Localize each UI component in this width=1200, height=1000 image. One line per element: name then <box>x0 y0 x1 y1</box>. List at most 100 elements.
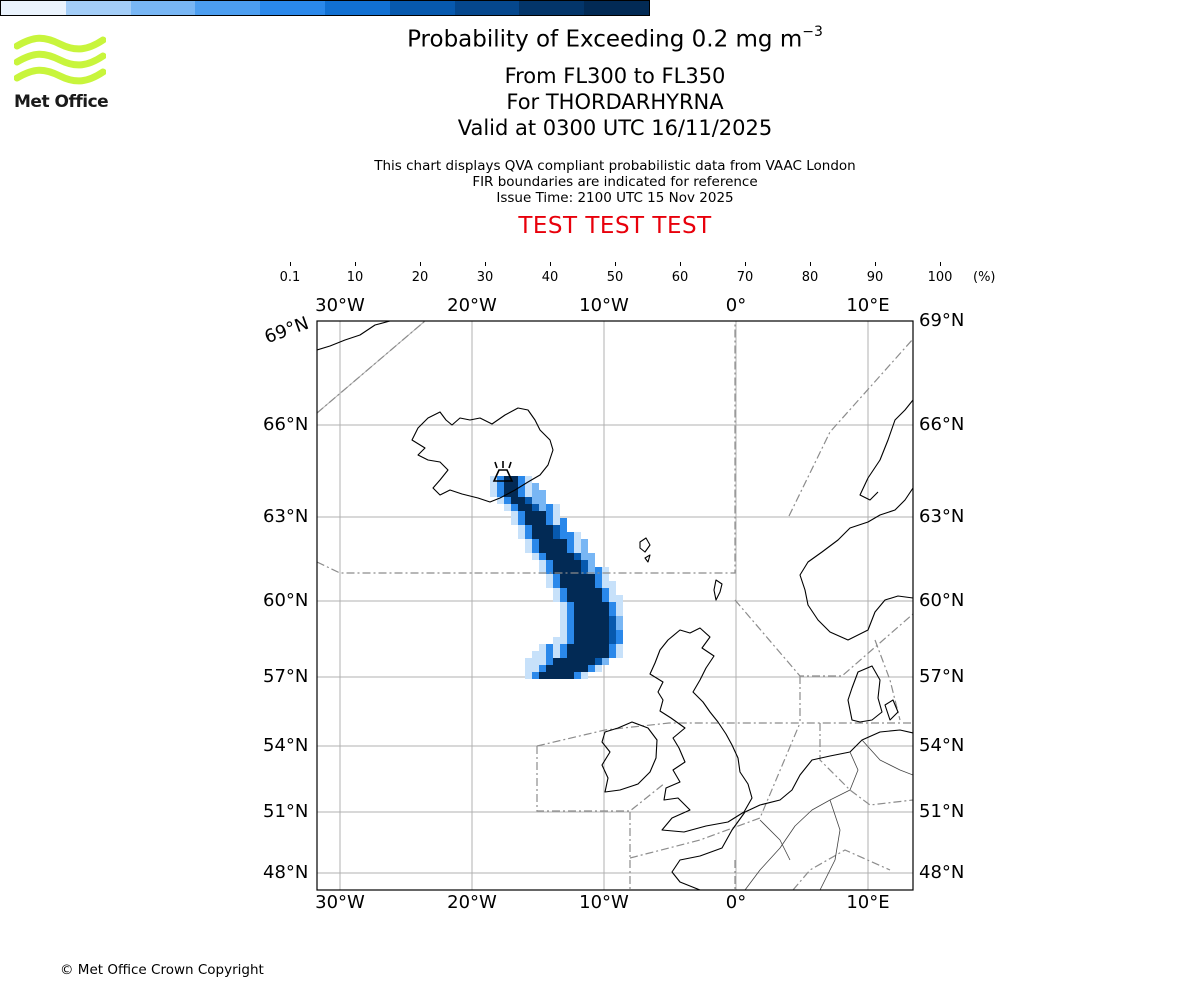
colorbar-segment <box>454 1 520 15</box>
ash-probability-cell <box>560 644 567 651</box>
ash-probability-cell <box>546 658 553 665</box>
ash-probability-cell <box>546 665 553 672</box>
colorbar-tick-label: 40 <box>541 270 559 285</box>
ash-probability-cell <box>574 623 581 630</box>
ash-probability-cell <box>553 595 560 602</box>
ash-probability-cell <box>525 476 532 483</box>
colorbar-tick-mark <box>420 262 421 266</box>
colorbar-tick-label: 100 <box>927 270 953 285</box>
ash-probability-cell <box>574 595 581 602</box>
ash-probability-cell <box>518 532 525 539</box>
ash-probability-cell <box>560 546 567 553</box>
ash-probability-cell <box>567 567 574 574</box>
ash-probability-cell <box>539 539 546 546</box>
ash-probability-cell <box>532 518 539 525</box>
ash-probability-cell <box>616 630 623 637</box>
ash-probability-cell <box>539 490 546 497</box>
ash-probability-cell <box>588 616 595 623</box>
logo-wave <box>14 50 106 69</box>
ash-probability-cell <box>560 651 567 658</box>
ash-probability-cell <box>616 637 623 644</box>
ash-probability-cell <box>546 574 553 581</box>
ash-probability-cell <box>616 616 623 623</box>
colorbar-tick-label: 10 <box>346 270 364 285</box>
ash-probability-cell <box>532 490 539 497</box>
ash-probability-cell <box>609 616 616 623</box>
ash-probability-cell <box>539 651 546 658</box>
ash-probability-cell <box>553 644 560 651</box>
ash-probability-cell <box>553 539 560 546</box>
ash-probability-cell <box>602 567 609 574</box>
latitude-label-right: 69°N <box>919 310 965 331</box>
ash-probability-cell <box>525 518 532 525</box>
ash-probability-cell <box>546 644 553 651</box>
latitude-label-right: 51°N <box>919 801 965 822</box>
ash-probability-cell <box>609 623 616 630</box>
ash-probability-cell <box>567 623 574 630</box>
ash-probability-cell <box>518 525 525 532</box>
ash-probability-cell <box>532 532 539 539</box>
colorbar-tick-mark <box>550 262 551 266</box>
colorbar-segment <box>1 1 66 15</box>
longitude-label: 10°E <box>846 892 890 913</box>
ash-probability-cell <box>553 525 560 532</box>
ash-probability-cell <box>553 504 560 511</box>
ash-probability-cell <box>588 574 595 581</box>
colorbar-segment <box>65 1 131 15</box>
ash-probability-cell <box>609 595 616 602</box>
ash-probability-cell <box>525 672 532 679</box>
ash-probability-cell <box>567 560 574 567</box>
test-banner: TEST TEST TEST <box>518 213 712 239</box>
ash-probability-cell <box>518 497 525 504</box>
colorbar-tick-mark <box>290 262 291 266</box>
ash-probability-cell <box>560 518 567 525</box>
ash-probability-cell <box>560 672 567 679</box>
ash-probability-cell <box>588 644 595 651</box>
ash-probability-cell <box>504 497 511 504</box>
ash-probability-cell <box>595 588 602 595</box>
latitude-label-left: 66°N <box>263 414 309 435</box>
latitude-label-right: 54°N <box>919 735 965 756</box>
ash-probability-cell <box>574 630 581 637</box>
ash-probability-cell <box>539 504 546 511</box>
ash-probability-cell <box>525 497 532 504</box>
ash-probability-cell <box>595 637 602 644</box>
ash-probability-cell <box>553 574 560 581</box>
ash-probability-cell <box>511 476 518 483</box>
ash-probability-cell <box>574 588 581 595</box>
ash-probability-cell <box>616 623 623 630</box>
met-office-logo-text: Met Office <box>14 92 109 112</box>
ash-probability-cell <box>588 567 595 574</box>
ash-probability-cell <box>525 539 532 546</box>
ash-probability-cell <box>511 490 518 497</box>
valid-time: Valid at 0300 UTC 16/11/2025 <box>457 116 773 140</box>
colorbar-segment <box>584 1 649 15</box>
ash-probability-cell <box>567 637 574 644</box>
longitude-label: 0° <box>725 892 747 913</box>
colorbar-segment <box>195 1 261 15</box>
ash-probability-cell <box>616 644 623 651</box>
colorbar-segment <box>324 1 390 15</box>
probability-colorbar <box>0 0 650 16</box>
ash-probability-cell <box>616 595 623 602</box>
ash-probability-cell <box>567 672 574 679</box>
longitude-label: 10°W <box>579 892 629 913</box>
ash-probability-cell <box>532 497 539 504</box>
ash-probability-cell <box>602 588 609 595</box>
ash-probability-cell <box>546 581 553 588</box>
ash-probability-cell <box>560 623 567 630</box>
ash-probability-cell <box>567 581 574 588</box>
longitude-label: 20°W <box>447 892 497 913</box>
ash-probability-cell <box>581 574 588 581</box>
ash-probability-cell <box>532 665 539 672</box>
ash-probability-cell <box>581 665 588 672</box>
colorbar-tick-mark <box>615 262 616 266</box>
ash-probability-cell <box>581 616 588 623</box>
ash-probability-cell <box>560 539 567 546</box>
ash-probability-cell <box>609 630 616 637</box>
coastlines <box>317 321 913 890</box>
ash-probability-cell <box>539 518 546 525</box>
ash-probability-cell <box>602 616 609 623</box>
ash-probability-cell <box>574 665 581 672</box>
longitude-label: 20°W <box>447 295 497 316</box>
